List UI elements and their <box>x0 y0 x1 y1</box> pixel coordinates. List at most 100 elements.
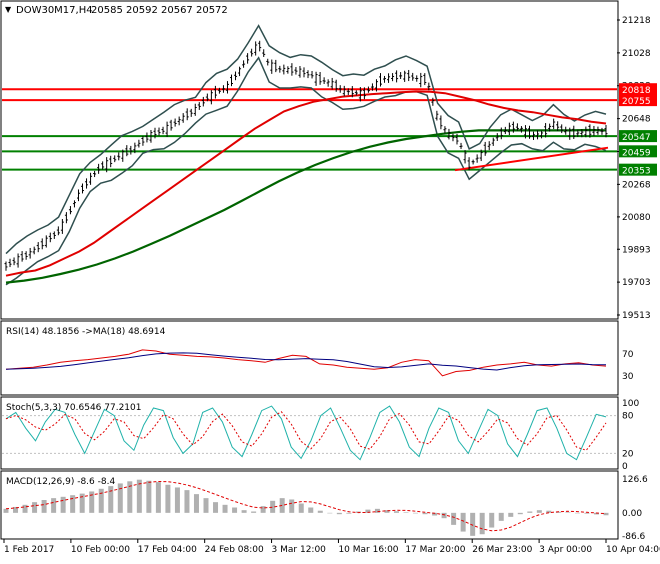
macd-histogram-bar <box>479 512 485 535</box>
time-tick-label: 10 Apr 04:00 <box>606 545 660 555</box>
stoch-tick-label: 20 <box>622 449 634 459</box>
stoch-signal-line <box>5 411 607 451</box>
time-tick-label: 24 Feb 08:00 <box>205 545 264 555</box>
ohlc-readout: 20585 20592 20567 20572 <box>91 5 228 16</box>
macd-panel: 126.6 0.00 -86.6 <box>3 475 648 542</box>
bollinger-lower-band <box>5 56 607 286</box>
level-label-text: 20547 <box>622 133 651 143</box>
level-label-box <box>619 94 657 107</box>
macd-histogram-bar <box>565 512 571 513</box>
macd-histogram-bar <box>470 512 476 536</box>
macd-tick-label: 0.00 <box>622 509 642 519</box>
macd-histogram-bar <box>460 512 466 532</box>
macd-histogram-bar <box>213 502 219 513</box>
macd-histogram-bar <box>108 486 114 513</box>
macd-histogram-bar <box>70 495 76 513</box>
macd-histogram-bar <box>127 481 133 513</box>
macd-histogram-bar <box>232 507 238 513</box>
level-label-box <box>619 83 657 96</box>
time-tick-label: 3 Apr 00:00 <box>539 545 592 555</box>
time-tick-label: 17 Feb 04:00 <box>138 545 197 555</box>
stoch-tick-label: 80 <box>622 412 634 422</box>
rsi-line <box>5 349 607 377</box>
macd-panel-frame <box>0 470 619 540</box>
symbol-dropdown-arrow[interactable]: ▼ <box>5 5 12 14</box>
symbol-title: DOW30M17,H4 <box>16 5 93 16</box>
macd-histogram-bar <box>536 510 542 513</box>
price-tick-label: 20648 <box>622 115 651 125</box>
macd-histogram-bar <box>584 512 590 514</box>
time-tick-label: 1 Feb 2017 <box>4 545 54 555</box>
macd-title: MACD(12,26,9) -8.6 -8.4 <box>6 477 115 487</box>
price-tick-label: 19703 <box>622 278 651 288</box>
price-tick-label: 20268 <box>622 180 651 190</box>
stoch-panel: 100 80 20 0 <box>2 399 639 472</box>
macd-histogram-bar <box>413 512 419 514</box>
rsi-tick-label: 70 <box>622 350 634 360</box>
macd-histogram-bar <box>393 511 399 513</box>
macd-signal-line <box>5 480 607 532</box>
rsi-panel: 70 30 <box>5 349 634 382</box>
main-panel-frame <box>0 0 619 320</box>
macd-histogram-bar <box>489 512 495 528</box>
price-tick-label: 19513 <box>622 311 651 321</box>
macd-histogram-bar <box>89 491 95 513</box>
macd-histogram-bar <box>327 512 333 514</box>
level-label-box <box>619 163 657 176</box>
macd-histogram-bar <box>517 512 523 515</box>
macd-histogram-bar <box>374 508 380 513</box>
macd-histogram-bar <box>336 512 342 515</box>
macd-histogram-bar <box>441 512 447 519</box>
rsi-ma-line <box>5 352 607 371</box>
price-tick-label: 21218 <box>622 16 651 26</box>
macd-histogram-bar <box>593 512 599 515</box>
macd-histogram-bar <box>384 510 390 513</box>
price-tick-label: 19893 <box>622 245 651 255</box>
level-label-box <box>619 145 657 158</box>
time-tick-label: 17 Mar 20:00 <box>405 545 465 555</box>
macd-histogram-bar <box>13 506 19 513</box>
macd-histogram-bar <box>279 498 285 513</box>
macd-histogram-bar <box>555 511 561 513</box>
macd-histogram-bar <box>508 512 514 517</box>
macd-histogram-bar <box>422 512 428 515</box>
macd-histogram-bar <box>403 512 409 513</box>
macd-histogram-bar <box>146 480 152 513</box>
stoch-main-line <box>5 405 607 461</box>
macd-histogram-bar <box>32 502 38 513</box>
macd-histogram-bar <box>155 482 161 513</box>
rsi-tick-label: 30 <box>622 372 634 382</box>
stoch-tick-label: 100 <box>622 399 639 409</box>
macd-histogram-bar <box>3 508 9 513</box>
level-label-text: 20459 <box>622 148 651 158</box>
time-tick-label: 10 Mar 16:00 <box>338 545 398 555</box>
price-panel <box>2 24 617 286</box>
macd-histogram-bar <box>451 512 457 525</box>
trendline <box>454 146 609 172</box>
macd-histogram-bar <box>260 506 266 513</box>
macd-histogram-bar <box>222 504 228 513</box>
stoch-tick-label: 0 <box>622 462 628 472</box>
macd-histogram-bar <box>289 499 295 513</box>
time-tick-label: 26 Mar 23:00 <box>472 545 532 555</box>
macd-histogram-bar <box>193 494 199 513</box>
macd-histogram-bar <box>22 504 28 513</box>
rsi-title: RSI(14) 48.1856 ->MA(18) 48.6914 <box>6 327 166 337</box>
macd-histogram-bar <box>79 493 85 513</box>
ma-red-line <box>5 90 607 277</box>
macd-tick-label: -86.6 <box>622 532 646 542</box>
macd-histogram-bar <box>603 512 609 516</box>
macd-histogram-bar <box>498 512 504 521</box>
macd-histogram-bar <box>41 500 47 513</box>
macd-histogram-bar <box>432 512 438 516</box>
macd-histogram-bar <box>270 500 276 513</box>
axis-labels: 2121821028208382064820458202682008019893… <box>3 16 660 555</box>
macd-tick-label: 126.6 <box>622 475 648 485</box>
level-label-text: 20353 <box>622 167 651 177</box>
price-tick-label: 20080 <box>622 213 651 223</box>
bollinger-upper-band <box>5 24 607 255</box>
macd-histogram-bar <box>203 498 209 513</box>
level-label-box <box>619 130 657 143</box>
